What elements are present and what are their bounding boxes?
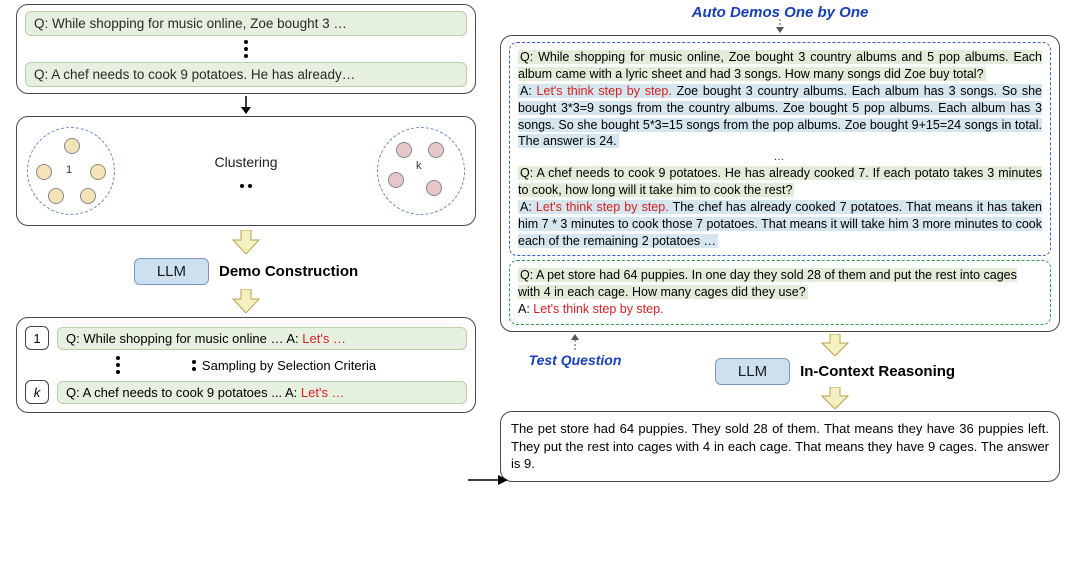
demo-ellipsis: …: [518, 150, 1042, 165]
answer-panel: The pet store had 64 puppies. They sold …: [500, 411, 1060, 482]
question-1: Q: While shopping for music online, Zoe …: [25, 11, 467, 36]
cluster-1: 1: [27, 127, 115, 215]
cluster-k-label: k: [416, 160, 422, 172]
cluster-1-label: 1: [66, 164, 72, 176]
fat-arrow-down-icon: [820, 334, 850, 356]
in-context-reasoning-label: In-Context Reasoning: [800, 363, 955, 380]
demo1-a: A: Let's think step by step. Zoe bought …: [518, 84, 1042, 149]
questions-panel: Q: While shopping for music online, Zoe …: [16, 4, 476, 94]
demo-num-1: 1: [25, 326, 49, 350]
llm-reasoning-row: LLM In-Context Reasoning: [715, 358, 955, 385]
auto-demos-block: Q: While shopping for music online, Zoe …: [509, 42, 1051, 256]
left-pipeline: Q: While shopping for music online, Zoe …: [6, 4, 486, 568]
llm-demo-construction-row: LLM Demo Construction: [134, 258, 358, 285]
fat-arrow-down-icon: [820, 387, 850, 409]
demo-output-panel: 1 Q: While shopping for music online … A…: [16, 317, 476, 413]
sampling-label: Sampling by Selection Criteria: [202, 358, 376, 373]
demo-text-1: Q: While shopping for music online … A: …: [57, 327, 467, 350]
test-question-block: Q: A pet store had 64 puppies. In one da…: [509, 260, 1051, 325]
test-question-label: Test Question: [529, 352, 622, 368]
fat-arrow-down-icon: [231, 289, 261, 313]
demo1-q: Q: While shopping for music online, Zoe …: [518, 50, 1042, 81]
demo-out-1: 1 Q: While shopping for music online … A…: [25, 326, 467, 350]
sampling-row: Sampling by Selection Criteria: [25, 356, 467, 374]
llm-box-2: LLM: [715, 358, 790, 385]
clustering-label: Clustering: [214, 154, 277, 170]
right-pipeline: Auto Demos One by One Q: While shopping …: [486, 4, 1074, 568]
test-a-red: Let's think step by step.: [533, 302, 663, 316]
fat-arrow-down-icon: [231, 230, 261, 254]
arrow-down-icon: [236, 96, 256, 114]
test-q: Q: A pet store had 64 puppies. In one da…: [518, 268, 1017, 299]
prompt-panel: Q: While shopping for music online, Zoe …: [500, 35, 1060, 332]
demo-outk-a: Let's …: [301, 385, 345, 400]
demo-text-k: Q: A chef needs to cook 9 potatoes ... A…: [57, 381, 467, 404]
demo-outk-q: Q: A chef needs to cook 9 potatoes ... A…: [66, 385, 301, 400]
demo2: Q: A chef needs to cook 9 potatoes. He h…: [518, 165, 1042, 249]
below-prompt-row: Test Question LLM In-Context Reasoning: [500, 332, 1060, 411]
demo1: Q: While shopping for music online, Zoe …: [518, 49, 1042, 150]
llm-box-1: LLM: [134, 258, 209, 285]
demo2-q: Q: A chef needs to cook 9 potatoes. He h…: [518, 166, 1042, 197]
dashed-arrow-down-icon: [680, 19, 880, 33]
test-a-prefix: A:: [518, 302, 533, 316]
clustering-panel: 1 Clustering k: [16, 116, 476, 226]
dots-horizontal-icon: [240, 184, 252, 188]
ellipsis-vertical: [25, 40, 467, 58]
cluster-k: k: [377, 127, 465, 215]
demo-construction-label: Demo Construction: [219, 263, 358, 280]
dashed-arrow-up-icon: [565, 334, 585, 352]
demo-out1-q: Q: While shopping for music online … A:: [66, 331, 302, 346]
demo-out-k: k Q: A chef needs to cook 9 potatoes ...…: [25, 380, 467, 404]
demo-out1-a: Let's …: [302, 331, 346, 346]
demo2-a: A: Let's think step by step. The chef ha…: [518, 200, 1042, 248]
question-2: Q: A chef needs to cook 9 potatoes. He h…: [25, 62, 467, 87]
connector-arrow-icon: [468, 470, 508, 490]
demo-num-k: k: [25, 380, 49, 404]
